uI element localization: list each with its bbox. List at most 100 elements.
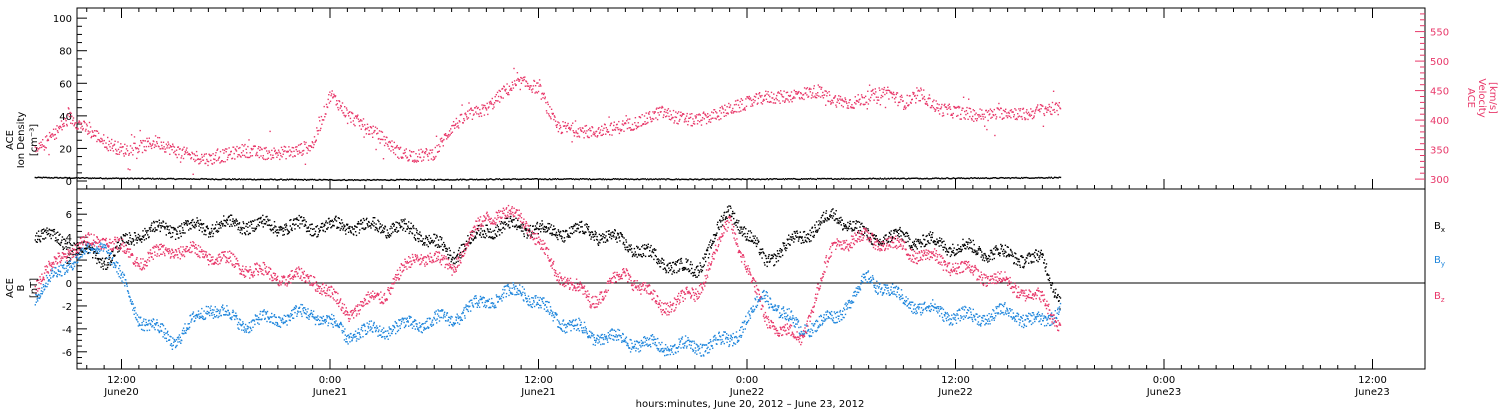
density-point — [184, 177, 186, 180]
density-point — [493, 179, 495, 181]
velocity-point — [961, 109, 963, 111]
density-point — [212, 178, 214, 180]
bx-point — [399, 226, 401, 229]
bx-point — [905, 232, 907, 234]
bx-point — [658, 259, 660, 261]
bx-point — [143, 239, 146, 241]
density-point — [717, 178, 720, 180]
bx-point — [541, 223, 544, 225]
velocity-point — [761, 94, 763, 97]
bx-point — [85, 247, 87, 249]
velocity-point — [793, 96, 795, 98]
bx-point — [925, 235, 927, 238]
bx-point — [326, 228, 328, 230]
bx-point — [721, 220, 723, 222]
bx-point — [672, 261, 675, 264]
bx-point — [731, 213, 733, 215]
bx-point — [209, 235, 212, 238]
density-point — [322, 179, 324, 181]
bx-point — [117, 241, 119, 243]
velocity-point — [128, 152, 130, 155]
density-point — [560, 178, 562, 180]
bx-point — [928, 233, 930, 235]
density-point — [60, 177, 63, 179]
bx-point — [832, 215, 835, 217]
velocity-point — [225, 151, 227, 153]
bx-point — [179, 230, 181, 232]
velocity-point — [795, 91, 798, 93]
bx-point — [912, 244, 915, 246]
bx-point — [681, 267, 684, 270]
bx-point — [671, 267, 673, 269]
velocity-point — [981, 113, 984, 116]
velocity-point — [829, 100, 831, 103]
velocity-point — [80, 122, 83, 124]
velocity-point — [712, 117, 714, 119]
bx-point — [188, 223, 191, 225]
bx-point — [363, 228, 365, 231]
velocity-point — [516, 79, 518, 81]
velocity-point — [986, 111, 989, 113]
velocity-point — [738, 106, 741, 109]
density-point — [837, 178, 839, 180]
density-point — [88, 177, 90, 180]
bx-point — [874, 237, 876, 240]
density-point — [294, 178, 296, 181]
density-point — [74, 177, 76, 179]
bx-point — [747, 239, 749, 241]
velocity-point — [519, 88, 521, 91]
density-point — [436, 179, 438, 181]
bx-point — [109, 264, 112, 266]
velocity-point — [471, 109, 473, 111]
density-point — [90, 177, 92, 180]
bx-point — [819, 224, 822, 226]
density-point — [361, 179, 364, 181]
velocity-point — [374, 126, 377, 128]
density-point — [34, 176, 36, 179]
density-point — [950, 178, 952, 180]
velocity-point — [982, 118, 985, 120]
velocity-point — [892, 93, 894, 95]
velocity-point — [789, 95, 791, 97]
density-point — [215, 178, 218, 180]
velocity-point — [291, 151, 293, 153]
velocity-point — [216, 149, 218, 151]
bx-point — [310, 223, 312, 226]
velocity-point — [787, 99, 789, 101]
velocity-point — [542, 93, 545, 96]
bx-point — [122, 234, 125, 236]
velocity-point — [503, 86, 505, 88]
velocity-point — [638, 125, 640, 128]
velocity-point — [343, 114, 345, 117]
bx-point — [353, 228, 355, 230]
bx-point — [400, 225, 402, 228]
velocity-point — [353, 123, 355, 126]
velocity-point — [69, 111, 71, 114]
velocity-point — [672, 116, 674, 119]
velocity-point — [1014, 118, 1017, 120]
velocity-point — [834, 96, 836, 98]
velocity-point — [221, 160, 223, 162]
density-point — [391, 179, 393, 181]
bx-point — [617, 234, 619, 236]
density-point — [1019, 177, 1022, 180]
bx-point — [496, 224, 498, 226]
velocity-point — [663, 114, 665, 116]
bx-point — [537, 233, 539, 235]
velocity-point — [210, 154, 213, 157]
density-point — [98, 177, 100, 179]
velocity-point — [968, 98, 970, 100]
density-point — [197, 178, 200, 180]
b-tick-label: 4 — [66, 233, 72, 244]
velocity-point — [1045, 108, 1047, 110]
bx-point — [503, 221, 505, 223]
bx-point — [349, 225, 351, 228]
density-point — [956, 177, 958, 180]
velocity-point — [150, 147, 153, 150]
velocity-point — [762, 98, 765, 101]
bx-point — [92, 257, 94, 259]
velocity-point — [251, 149, 253, 151]
bx-point — [309, 233, 312, 236]
velocity-point — [47, 139, 50, 142]
bx-point — [49, 235, 51, 237]
